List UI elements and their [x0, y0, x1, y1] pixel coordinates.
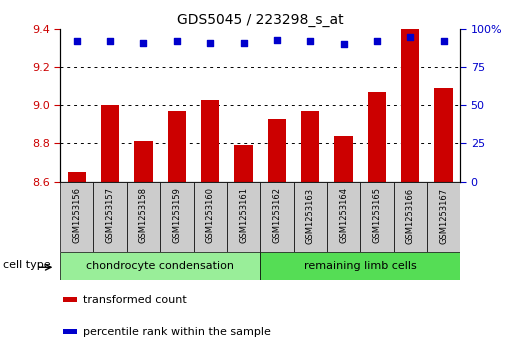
Text: GSM1253157: GSM1253157 — [106, 187, 115, 244]
Text: GSM1253160: GSM1253160 — [206, 187, 214, 244]
Bar — [63, 329, 77, 334]
Point — [439, 38, 448, 44]
Bar — [394, 182, 427, 252]
Bar — [268, 119, 286, 182]
Point — [206, 40, 214, 46]
Point — [339, 41, 348, 47]
Point — [173, 38, 181, 44]
Text: GDS5045 / 223298_s_at: GDS5045 / 223298_s_at — [177, 13, 344, 27]
Bar — [368, 92, 386, 182]
Text: GSM1253161: GSM1253161 — [239, 187, 248, 244]
Text: GSM1253164: GSM1253164 — [339, 187, 348, 244]
Bar — [234, 145, 253, 182]
Text: GSM1253156: GSM1253156 — [72, 187, 81, 244]
Bar — [227, 182, 260, 252]
Text: remaining limb cells: remaining limb cells — [304, 261, 417, 271]
Text: cell type: cell type — [3, 260, 51, 270]
Bar — [401, 29, 419, 182]
Text: GSM1253159: GSM1253159 — [173, 188, 181, 244]
Bar — [293, 182, 327, 252]
Bar — [327, 182, 360, 252]
Bar — [160, 182, 194, 252]
Point — [73, 38, 81, 44]
Bar — [168, 111, 186, 182]
Bar — [67, 172, 86, 182]
Bar — [435, 88, 453, 182]
Bar — [60, 252, 260, 280]
Point — [139, 40, 147, 46]
Point — [106, 38, 115, 44]
Bar — [260, 252, 460, 280]
Text: percentile rank within the sample: percentile rank within the sample — [83, 327, 270, 337]
Bar — [63, 297, 77, 302]
Bar — [101, 105, 119, 182]
Bar — [94, 182, 127, 252]
Bar — [301, 111, 320, 182]
Bar — [60, 182, 94, 252]
Text: GSM1253166: GSM1253166 — [406, 187, 415, 244]
Point — [272, 37, 281, 42]
Text: GSM1253167: GSM1253167 — [439, 187, 448, 244]
Point — [306, 38, 314, 44]
Bar — [427, 182, 460, 252]
Bar — [201, 99, 219, 182]
Point — [406, 34, 414, 40]
Text: chondrocyte condensation: chondrocyte condensation — [86, 261, 234, 271]
Text: transformed count: transformed count — [83, 294, 186, 305]
Text: GSM1253163: GSM1253163 — [306, 187, 315, 244]
Point — [240, 40, 248, 46]
Bar — [134, 142, 153, 182]
Bar — [334, 136, 353, 182]
Text: GSM1253158: GSM1253158 — [139, 187, 148, 244]
Point — [373, 38, 381, 44]
Text: GSM1253162: GSM1253162 — [272, 187, 281, 244]
Bar — [194, 182, 227, 252]
Bar — [360, 182, 393, 252]
Bar — [127, 182, 160, 252]
Bar — [260, 182, 293, 252]
Text: GSM1253165: GSM1253165 — [372, 187, 381, 244]
